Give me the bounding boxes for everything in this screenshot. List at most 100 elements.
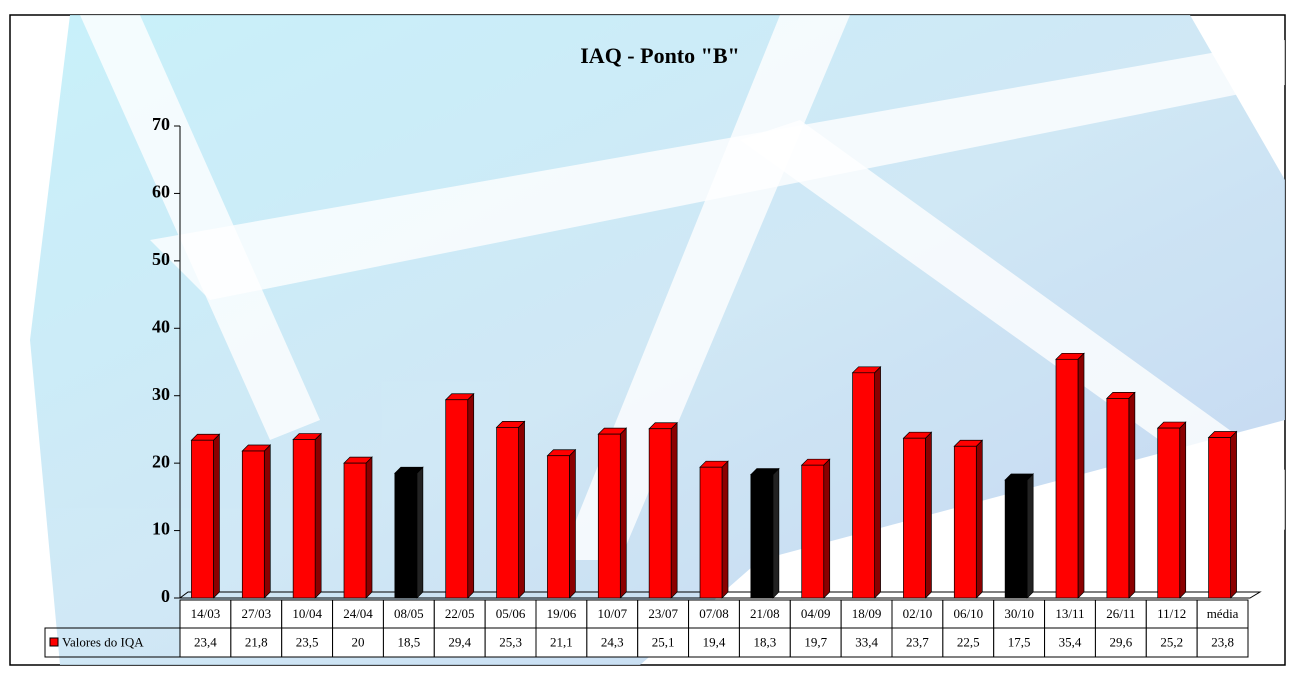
bar-side — [1128, 391, 1136, 599]
table-cell — [1094, 627, 1147, 658]
table-cell — [637, 627, 690, 658]
bar-side — [416, 466, 424, 599]
table-cell — [1044, 627, 1096, 658]
data-label: 35,4 — [1059, 634, 1082, 649]
x-tick-label: 10/04 — [292, 606, 322, 621]
bar-side — [467, 392, 475, 599]
x-tick-label: 22/05 — [445, 606, 475, 621]
bar — [699, 466, 723, 599]
bar — [852, 372, 875, 599]
bar — [750, 474, 774, 599]
bar — [547, 455, 570, 599]
x-tick-label: 24/04 — [343, 606, 373, 621]
bar — [648, 428, 672, 599]
table-cell — [1044, 599, 1096, 629]
bar — [292, 439, 316, 599]
table-cell — [535, 599, 588, 629]
table-cell — [230, 599, 283, 629]
data-label: 29,4 — [448, 634, 471, 649]
data-label: 25,1 — [652, 634, 675, 649]
data-label: 33,4 — [855, 634, 878, 649]
bar — [801, 464, 825, 599]
table-cell — [179, 627, 232, 658]
x-tick-label: 14/03 — [191, 606, 221, 621]
legend-label: Valores do IQA — [62, 634, 144, 649]
bar-side — [1179, 421, 1187, 599]
table-cell — [942, 627, 995, 658]
bar-side — [772, 467, 780, 599]
x-tick-label: média — [1207, 606, 1239, 621]
data-label: 18,3 — [753, 634, 776, 649]
bar — [445, 399, 469, 599]
y-tick-label: 50 — [152, 249, 170, 269]
x-tick-label: 10/07 — [597, 606, 627, 621]
bar — [903, 437, 926, 599]
table-cell — [688, 599, 740, 629]
data-label: 25,3 — [499, 634, 522, 649]
data-label: 20 — [352, 634, 365, 649]
bar — [1157, 427, 1181, 599]
bar — [1106, 398, 1130, 599]
x-tick-label: 06/10 — [953, 606, 983, 621]
bar — [241, 450, 265, 599]
bar-side — [1026, 473, 1034, 599]
table-cell — [586, 599, 639, 629]
x-tick-label: 08/05 — [394, 606, 424, 621]
bar — [1004, 479, 1028, 599]
bar-side — [823, 458, 831, 599]
bar-side — [213, 433, 220, 599]
table-cell — [1094, 599, 1147, 629]
bar-side — [619, 427, 627, 599]
data-label: 23,5 — [296, 634, 319, 649]
x-tick-label: 19/06 — [547, 606, 577, 621]
bar-side — [874, 365, 881, 599]
table-cell — [586, 627, 639, 658]
bar — [597, 433, 621, 599]
x-tick-label: 13/11 — [1055, 606, 1084, 621]
bar-side — [721, 460, 729, 599]
x-tick-label: 27/03 — [241, 606, 271, 621]
x-tick-label: 30/10 — [1004, 606, 1034, 621]
bar — [394, 472, 418, 599]
x-tick-label: 07/08 — [699, 606, 729, 621]
data-label: 19,7 — [804, 634, 827, 649]
table-cell — [993, 627, 1046, 658]
data-label: 25,2 — [1160, 634, 1183, 649]
y-tick-label: 40 — [152, 316, 170, 336]
data-label: 29,6 — [1109, 634, 1132, 649]
data-label: 17,5 — [1008, 634, 1031, 649]
data-label: 23,8 — [1211, 634, 1234, 649]
table-cell — [1145, 627, 1198, 658]
bar — [953, 445, 977, 599]
x-tick-label: 21/08 — [750, 606, 780, 621]
y-tick-label: 10 — [152, 519, 170, 539]
table-cell — [433, 627, 486, 658]
bar-side — [518, 420, 525, 599]
bar-side — [263, 444, 271, 599]
data-label: 23,4 — [194, 634, 217, 649]
data-label: 19,4 — [703, 634, 726, 649]
data-label: 21,8 — [245, 634, 268, 649]
bar-side — [314, 432, 322, 599]
bar — [496, 427, 519, 599]
bar-side — [569, 448, 576, 599]
bar — [1055, 358, 1079, 599]
y-tick-label: 0 — [161, 586, 170, 606]
table-cell — [738, 627, 791, 658]
y-tick-label: 20 — [152, 451, 170, 471]
x-tick-label: 23/07 — [648, 606, 678, 621]
bar-side — [365, 456, 373, 599]
table-cell — [993, 599, 1046, 629]
bar — [1208, 437, 1231, 599]
table-cell — [1196, 627, 1249, 658]
x-tick-label: 11/12 — [1157, 606, 1186, 621]
x-tick-label: 18/09 — [852, 606, 882, 621]
data-label: 23,7 — [906, 634, 929, 649]
table-cell — [230, 627, 283, 658]
table-cell — [891, 627, 944, 658]
y-tick-label: 30 — [152, 384, 170, 404]
bar-side — [925, 431, 932, 599]
bar-side — [1077, 352, 1085, 599]
x-tick-label: 05/06 — [496, 606, 526, 621]
